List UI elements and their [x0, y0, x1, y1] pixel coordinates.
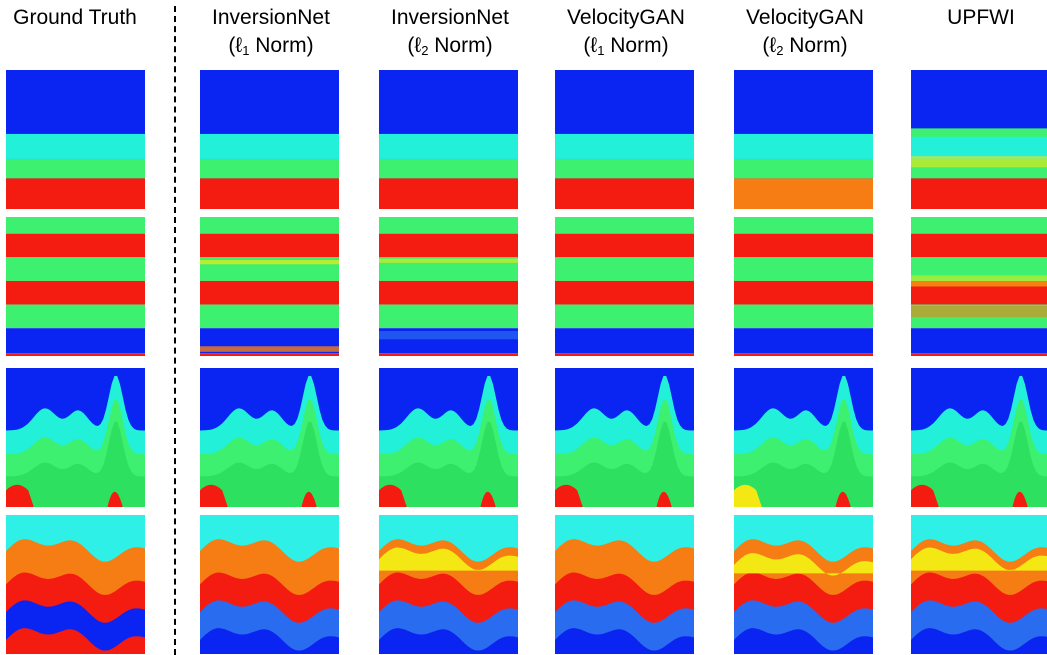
velocity-map-vg1-curved-layers-b: [555, 515, 694, 654]
velocity-map-inv1-curved-layers-a: [200, 368, 339, 507]
velocity-map-image: [911, 368, 1047, 507]
velocity-map-upf-flat-layers-a: [911, 70, 1047, 209]
velocity-map-inv1-curved-layers-b: [200, 515, 339, 654]
column-header-velocitygan-l2: VelocityGAN (ℓ2 Norm): [720, 4, 890, 65]
velocity-map-vg1-curved-layers-a: [555, 368, 694, 507]
velocity-map-image: [6, 70, 145, 209]
velocity-map-image: [734, 515, 873, 654]
velocity-map-image: [555, 217, 694, 356]
velocity-map-image: [734, 217, 873, 356]
velocity-map-image: [555, 368, 694, 507]
column-header-inversionnet-l2: InversionNet (ℓ2 Norm): [365, 4, 535, 65]
velocity-map-inv2-curved-layers-a: [379, 368, 518, 507]
velocity-map-inv2-flat-layers-a: [379, 70, 518, 209]
dashed-divider: [174, 6, 176, 655]
velocity-map-image: [911, 70, 1047, 209]
velocity-map-vg1-flat-layers-b: [555, 217, 694, 356]
column-title: UPFWI: [947, 6, 1015, 29]
velocity-map-upf-flat-layers-b: [911, 217, 1047, 356]
velocity-map-image: [6, 368, 145, 507]
velocity-map-inv1-flat-layers-a: [200, 70, 339, 209]
velocity-map-image: [555, 70, 694, 209]
velocity-map-inv2-curved-layers-b: [379, 515, 518, 654]
column-norm: (ℓ1 Norm): [228, 34, 314, 58]
column-title: VelocityGAN: [567, 6, 685, 29]
column-header-velocitygan-l1: VelocityGAN (ℓ1 Norm): [541, 4, 711, 65]
velocity-map-image: [6, 217, 145, 356]
column-norm: (ℓ2 Norm): [762, 34, 848, 58]
column-title: InversionNet: [391, 6, 509, 29]
velocity-map-gt-curved-layers-a: [6, 368, 145, 507]
velocity-map-vg2-flat-layers-b: [734, 217, 873, 356]
column-title: InversionNet: [212, 6, 330, 29]
column-norm: (ℓ2 Norm): [407, 34, 493, 58]
column-title: VelocityGAN: [746, 6, 864, 29]
velocity-map-vg1-flat-layers-a: [555, 70, 694, 209]
velocity-map-gt-flat-layers-a: [6, 70, 145, 209]
column-title: Ground Truth: [13, 6, 137, 29]
velocity-map-image: [379, 515, 518, 654]
column-norm: (ℓ1 Norm): [583, 34, 669, 58]
velocity-map-image: [200, 70, 339, 209]
velocity-map-image: [911, 515, 1047, 654]
velocity-map-vg2-curved-layers-b: [734, 515, 873, 654]
velocity-map-inv1-flat-layers-b: [200, 217, 339, 356]
velocity-map-image: [379, 70, 518, 209]
velocity-map-image: [6, 515, 145, 654]
column-header-upfwi: UPFWI: [896, 4, 1047, 32]
velocity-map-image: [911, 217, 1047, 356]
column-header-ground-truth: Ground Truth: [0, 4, 160, 32]
column-header-inversionnet-l1: InversionNet (ℓ1 Norm): [186, 4, 356, 65]
velocity-map-vg2-curved-layers-a: [734, 368, 873, 507]
velocity-map-image: [200, 217, 339, 356]
velocity-map-gt-curved-layers-b: [6, 515, 145, 654]
velocity-map-gt-flat-layers-b: [6, 217, 145, 356]
velocity-map-image: [200, 515, 339, 654]
velocity-map-image: [734, 70, 873, 209]
velocity-map-image: [200, 368, 339, 507]
velocity-map-image: [379, 217, 518, 356]
velocity-map-image: [379, 368, 518, 507]
velocity-map-image: [555, 515, 694, 654]
velocity-map-vg2-flat-layers-a: [734, 70, 873, 209]
velocity-map-inv2-flat-layers-b: [379, 217, 518, 356]
velocity-map-upf-curved-layers-a: [911, 368, 1047, 507]
velocity-map-upf-curved-layers-b: [911, 515, 1047, 654]
velocity-map-image: [734, 368, 873, 507]
